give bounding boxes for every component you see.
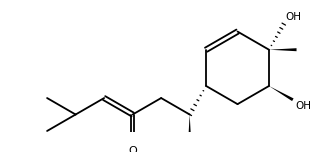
- Text: O: O: [128, 146, 137, 152]
- Polygon shape: [269, 86, 294, 101]
- Polygon shape: [269, 48, 297, 51]
- Polygon shape: [188, 114, 191, 142]
- Text: OH: OH: [285, 12, 301, 22]
- Text: OH: OH: [296, 101, 312, 111]
